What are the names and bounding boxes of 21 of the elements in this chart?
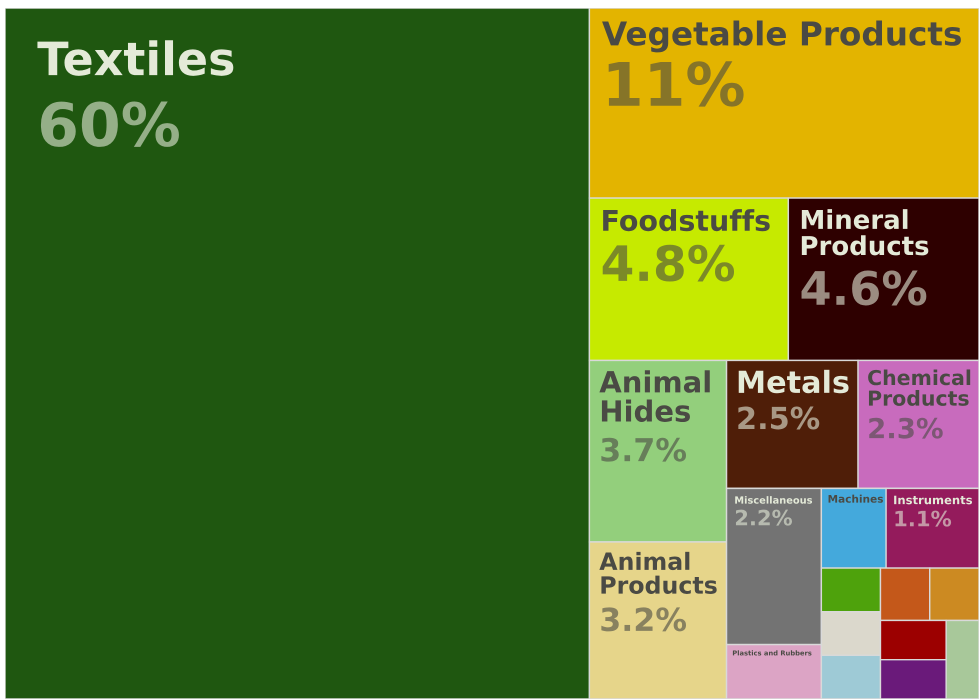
data-label: 1.1% — [895, 510, 952, 527]
category-label: Mineral Products — [802, 209, 928, 256]
data-label: 4.6% — [802, 270, 926, 306]
data-label: 60% — [40, 102, 179, 147]
data-label: 4.8% — [602, 244, 734, 282]
category-label: Textiles — [37, 40, 234, 76]
data-label: 3.2% — [601, 607, 686, 632]
data-label: 2.3% — [869, 418, 943, 439]
category-label: Machines — [828, 494, 883, 503]
category-label: Vegetable Products — [602, 20, 961, 52]
category-label: Instruments — [894, 496, 972, 504]
data-label: 11% — [608, 61, 744, 107]
category-label: Animal Products — [599, 552, 717, 594]
data-label: 2.2% — [736, 510, 792, 526]
data-label: 2.5% — [738, 406, 820, 430]
data-label: 3.7% — [601, 438, 686, 462]
category-label: Animal Hides — [599, 370, 710, 422]
category-label: Miscellaneous — [735, 496, 812, 504]
category-label: Foodstuffs — [603, 209, 770, 232]
category-label: Metals — [738, 370, 849, 394]
category-label: Chemical Products — [868, 369, 970, 406]
